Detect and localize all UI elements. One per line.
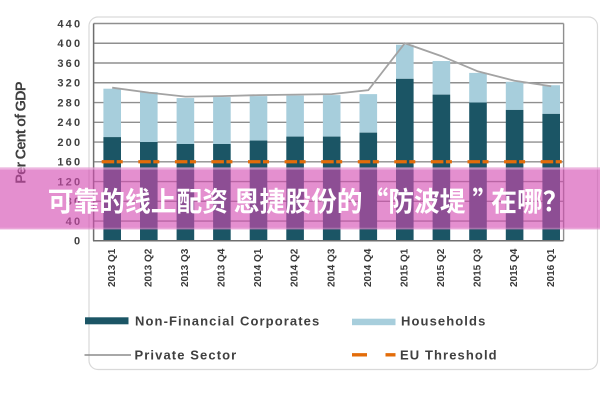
svg-text:2015 Q2: 2015 Q2 [436, 248, 447, 287]
svg-text:400: 400 [57, 38, 82, 50]
svg-text:320: 320 [57, 78, 82, 90]
svg-text:Per Cent of GDP: Per Cent of GDP [14, 81, 30, 184]
svg-text:2016 Q1: 2016 Q1 [546, 248, 557, 287]
svg-text:2013 Q3: 2013 Q3 [180, 248, 191, 287]
svg-text:360: 360 [57, 58, 82, 70]
svg-text:240: 240 [57, 117, 82, 129]
svg-text:2014 Q3: 2014 Q3 [326, 248, 337, 287]
svg-text:2014 Q4: 2014 Q4 [363, 248, 374, 287]
svg-text:440: 440 [57, 18, 82, 30]
svg-text:2014 Q2: 2014 Q2 [290, 248, 301, 287]
svg-text:2014 Q1: 2014 Q1 [253, 248, 264, 287]
svg-text:2015 Q3: 2015 Q3 [473, 248, 484, 287]
svg-text:Households: Households [401, 314, 486, 329]
svg-text:0: 0 [74, 236, 82, 248]
svg-text:200: 200 [57, 137, 82, 149]
svg-text:2013 Q2: 2013 Q2 [143, 248, 154, 287]
svg-text:2013 Q4: 2013 Q4 [217, 248, 228, 287]
svg-text:2013 Q1: 2013 Q1 [107, 248, 118, 287]
svg-text:160: 160 [57, 157, 82, 169]
svg-text:280: 280 [57, 97, 82, 109]
svg-text:EU Threshold: EU Threshold [400, 347, 498, 362]
svg-text:2015 Q4: 2015 Q4 [509, 248, 520, 287]
svg-text:Non-Financial Corporates: Non-Financial Corporates [135, 314, 320, 329]
svg-text:Private Sector: Private Sector [135, 347, 238, 362]
svg-text:2015 Q1: 2015 Q1 [399, 248, 410, 287]
